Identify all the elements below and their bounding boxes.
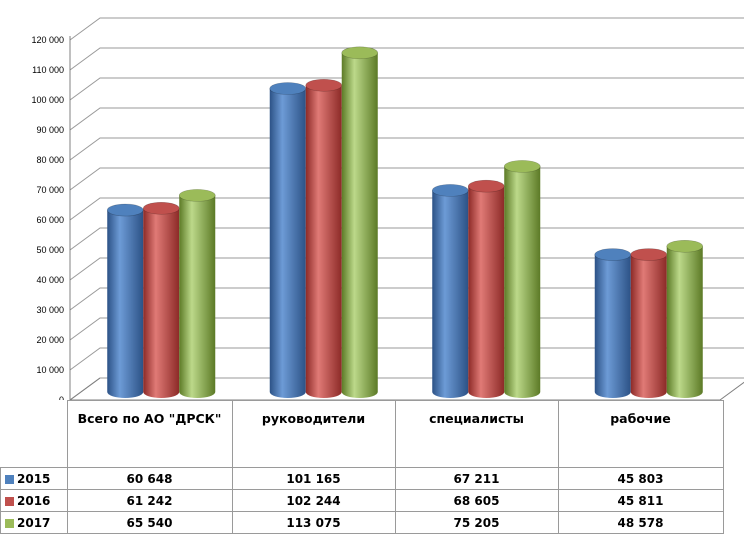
- y-tick-label: 110 000: [32, 65, 64, 75]
- y-tick-label: 20 000: [36, 335, 64, 345]
- y-tick-label: 120 000: [31, 35, 64, 45]
- bar: [503, 160, 541, 398]
- y-tick-label: 50 000: [36, 245, 64, 255]
- legend-entry-2015: 2015: [0, 467, 68, 490]
- category-label: рабочие: [557, 400, 724, 468]
- bar: [178, 189, 216, 398]
- y-tick-label: 0: [59, 395, 64, 400]
- data-label: 61 242: [66, 489, 233, 512]
- bar: [594, 248, 632, 398]
- gridline: [69, 107, 744, 131]
- category-label: специалисты: [394, 400, 559, 468]
- legend-swatch: [5, 518, 14, 528]
- data-label: 60 648: [66, 467, 233, 490]
- y-tick-label: 10 000: [36, 365, 64, 375]
- bar: [305, 78, 343, 398]
- data-label: 45 811: [557, 489, 724, 512]
- data-label: 113 075: [231, 511, 396, 534]
- data-label: 102 244: [231, 489, 396, 512]
- series-name: 2017: [17, 515, 51, 530]
- data-label: 101 165: [231, 467, 396, 490]
- legend-swatch: [5, 474, 14, 484]
- y-tick-label: 90 000: [36, 125, 64, 135]
- y-tick-label: 80 000: [36, 155, 64, 165]
- category-label: руководители: [231, 400, 396, 468]
- legend-entry-2017: 2017: [0, 511, 68, 534]
- data-label: 45 803: [557, 467, 724, 490]
- floor-line: [70, 381, 744, 400]
- bar: [630, 248, 668, 398]
- gridline: [69, 47, 744, 71]
- y-axis: 0 10 000 20 000 30 000 40 000 50 000 60 000 70 …: [31, 35, 744, 400]
- data-label: 48 578: [557, 511, 724, 534]
- legend-entry-2016: 2016: [0, 489, 68, 512]
- bars: [106, 46, 704, 399]
- y-tick-label: 70 000: [36, 185, 64, 195]
- data-label: 67 211: [394, 467, 559, 490]
- data-label: 68 605: [394, 489, 559, 512]
- y-tick-label: 40 000: [36, 275, 64, 285]
- category-label: Всего по АО "ДРСК": [66, 400, 233, 468]
- bar: [142, 201, 180, 398]
- gridline: [69, 167, 744, 191]
- bar: [431, 184, 469, 398]
- y-tick-label: 30 000: [36, 305, 64, 315]
- gridline: [69, 17, 744, 41]
- gridline: [69, 77, 744, 101]
- bar: [341, 46, 379, 399]
- depth-axis-line: [69, 377, 101, 400]
- gridlines: [69, 17, 744, 400]
- legend-swatch: [5, 496, 14, 506]
- data-label: 65 540: [66, 511, 233, 534]
- bar: [467, 179, 505, 398]
- data-label: 75 205: [394, 511, 559, 534]
- bar: [666, 239, 704, 398]
- series-name: 2015: [17, 471, 51, 486]
- y-tick-label: 60 000: [36, 215, 64, 225]
- bar: [106, 203, 144, 398]
- y-tick-label: 100 000: [31, 95, 64, 105]
- data-table: Всего по АО "ДРСК" руководители специали…: [0, 400, 724, 534]
- chart-plot: 0 10 000 20 000 30 000 40 000 50 000 60 000 70 …: [31, 17, 744, 400]
- gridline: [69, 137, 744, 161]
- bar: [269, 82, 307, 398]
- series-name: 2016: [17, 493, 51, 508]
